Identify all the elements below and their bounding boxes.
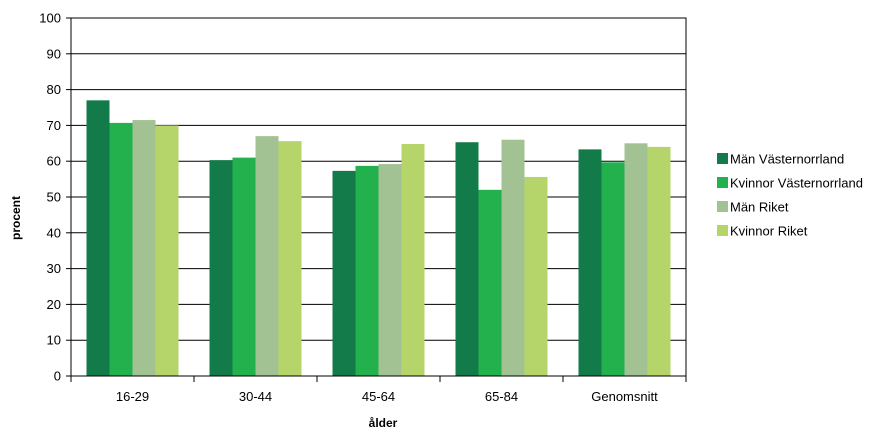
y-axis-title: procent xyxy=(9,196,23,240)
legend-label: Kvinnor Västernorrland xyxy=(730,176,863,191)
y-tick-label: 30 xyxy=(47,261,61,276)
bar xyxy=(524,176,548,376)
legend-swatch xyxy=(717,201,728,212)
legend-swatch xyxy=(717,153,728,164)
bar xyxy=(401,144,425,376)
bar xyxy=(501,139,525,376)
bar xyxy=(109,122,133,376)
y-tick-label: 90 xyxy=(47,46,61,61)
bar xyxy=(478,189,502,376)
y-tick-label: 60 xyxy=(47,154,61,169)
x-tick-label: 45-64 xyxy=(362,389,395,404)
bars xyxy=(86,100,671,377)
y-tick-label: 80 xyxy=(47,82,61,97)
bar xyxy=(601,162,625,376)
y-tick-label: 70 xyxy=(47,118,61,133)
y-tick-label: 0 xyxy=(54,369,61,384)
bar xyxy=(332,170,356,376)
x-tick-label: 65-84 xyxy=(485,389,518,404)
x-tick-label: Genomsnitt xyxy=(591,389,658,404)
bar xyxy=(455,142,479,376)
y-tick-label: 40 xyxy=(47,225,61,240)
bar xyxy=(647,146,671,376)
x-tick-label: 30-44 xyxy=(239,389,272,404)
bar xyxy=(86,100,110,376)
legend: Män Västernorrland Kvinnor Västernorrland… xyxy=(717,152,863,239)
x-tick-labels: 16-29 30-44 45-64 65-84 Genomsnitt xyxy=(116,389,658,404)
x-axis-title: ålder xyxy=(369,416,398,430)
y-tick-label: 50 xyxy=(47,190,61,205)
bar xyxy=(355,165,379,376)
bar xyxy=(232,157,256,376)
y-tick-label: 10 xyxy=(47,333,61,348)
y-tick-labels: 0 10 20 30 40 50 60 70 80 90 100 xyxy=(39,11,61,384)
legend-swatch xyxy=(717,225,728,236)
legend-label: Män Riket xyxy=(730,200,789,215)
axes xyxy=(66,17,687,382)
y-tick-label: 20 xyxy=(47,297,61,312)
bar xyxy=(378,164,402,376)
y-tick-label: 100 xyxy=(39,11,61,26)
bar xyxy=(132,120,156,376)
x-tick-label: 16-29 xyxy=(116,389,149,404)
legend-label: Kvinnor Riket xyxy=(730,224,808,239)
bar xyxy=(155,125,179,377)
legend-label: Män Västernorrland xyxy=(730,152,844,167)
legend-swatch xyxy=(717,177,728,188)
bar xyxy=(624,143,648,376)
bar xyxy=(578,149,602,376)
bar xyxy=(255,136,279,376)
bar xyxy=(278,141,302,376)
bar xyxy=(209,160,233,376)
